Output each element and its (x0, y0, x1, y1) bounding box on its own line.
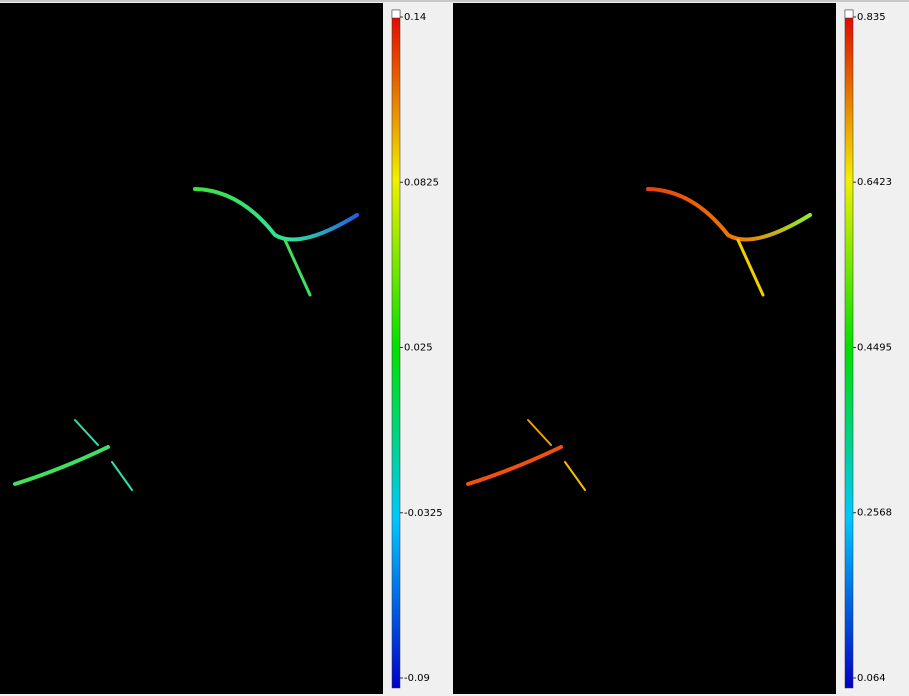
colorbar-tick-label: -0.09 (404, 673, 430, 684)
colorbar-tick-label: 0.2568 (857, 508, 892, 519)
colorbar (391, 9, 401, 689)
colorbar-tick-label: 0.025 (404, 343, 433, 354)
colorbar-tick-label: 0.14 (404, 12, 426, 23)
render-view (0, 3, 383, 694)
point-cloud (466, 187, 812, 491)
colorbar-tick-label: 0.0825 (404, 177, 439, 188)
colorbar-ticks: 0.14 0.0825 0.025 -0.0325 -0.09 0.835 0.6423 0.… (400, 12, 892, 684)
colorbar-cap (844, 9, 854, 19)
colorbar-tick-label: 0.064 (857, 673, 886, 684)
colorbar-cap (391, 9, 401, 19)
colorbar-tick-label: 0.6423 (857, 177, 892, 188)
colorbar-tick-label: -0.0325 (404, 508, 443, 519)
colorbar-tick-label: 0.4495 (857, 343, 892, 354)
point-cloud (13, 187, 359, 491)
render-view (453, 3, 836, 694)
colorbar (844, 9, 854, 689)
colorbar-tick-label: 0.835 (857, 12, 886, 23)
